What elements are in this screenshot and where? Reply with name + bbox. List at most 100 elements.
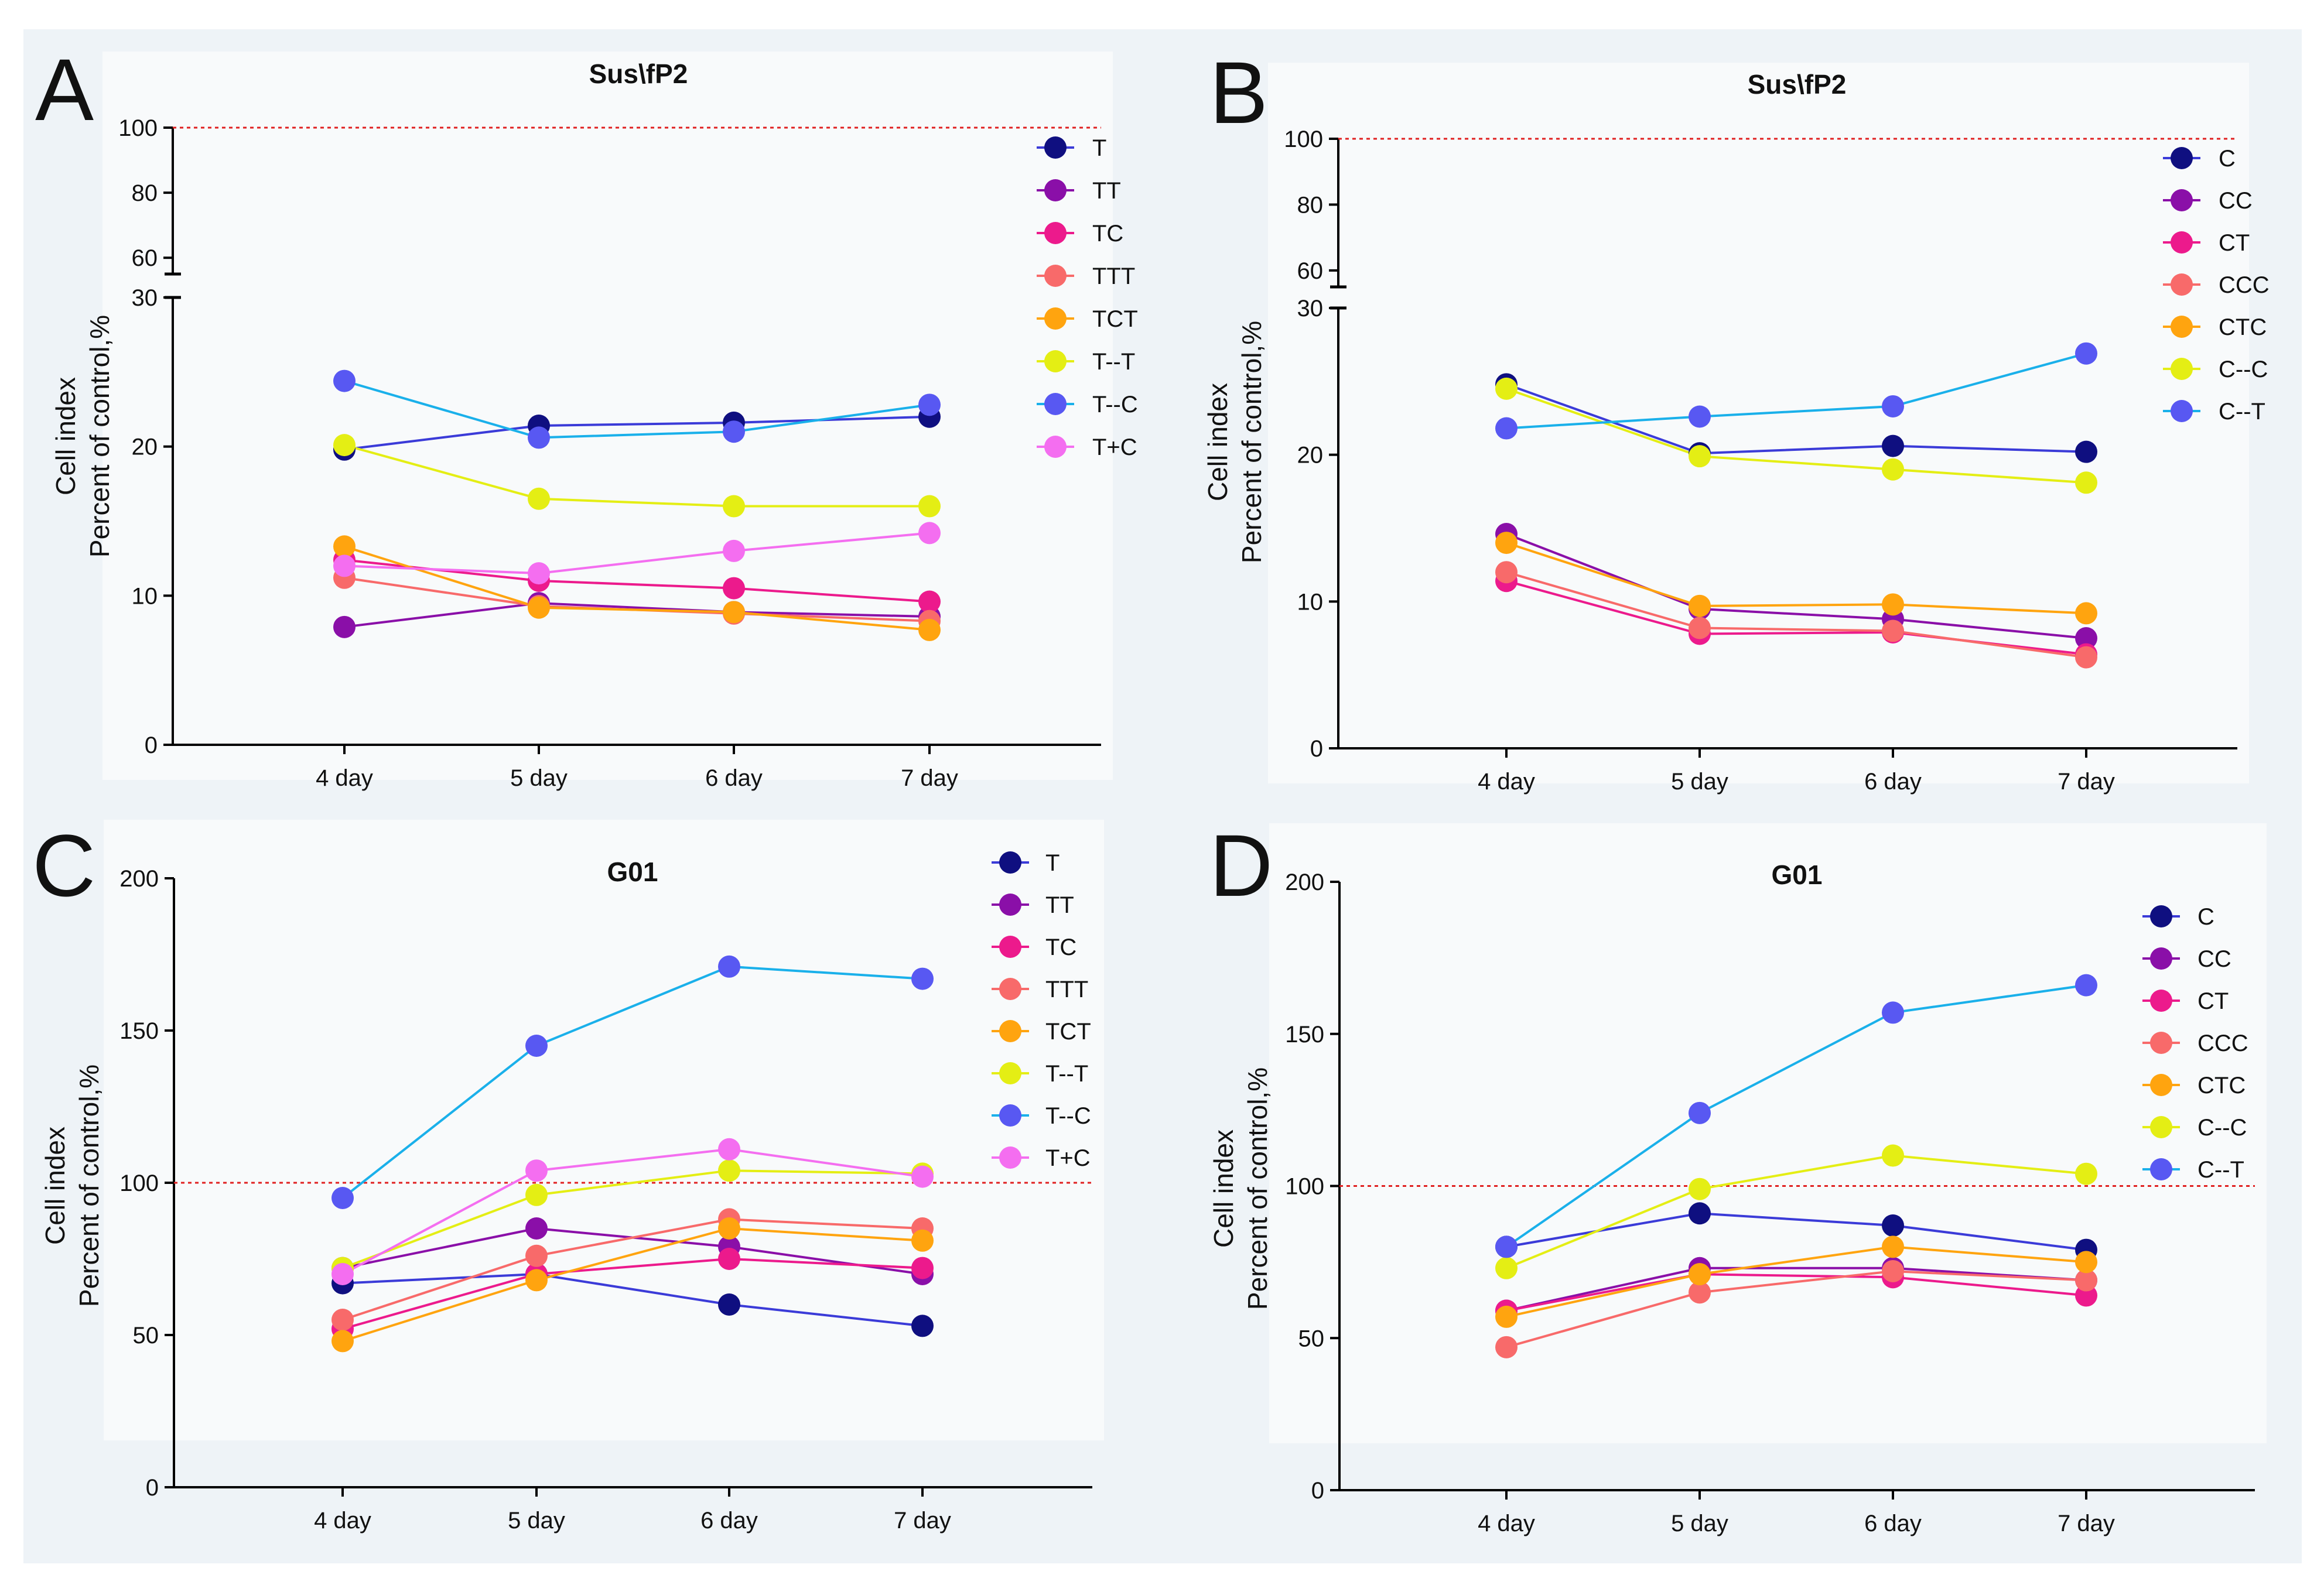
panel-a-legend-marker-tdashdashc xyxy=(1044,393,1067,415)
panel-a-legend-marker-ttt xyxy=(1044,265,1067,287)
panel-d-y-axis-label-line: Cell index xyxy=(1208,1129,1239,1248)
panel-b-point-cdashdasht xyxy=(2075,342,2097,365)
panel-b-plot-background xyxy=(1268,63,2249,783)
panel-a-point-tdashdashc xyxy=(528,426,550,449)
panel-d-point-ccc xyxy=(2075,1269,2097,1292)
panel-a-point-tdashdasht xyxy=(528,487,550,510)
panel-a-y-tick-label: 30 xyxy=(132,285,158,311)
panel-c-legend-label-t: T xyxy=(1045,850,1060,876)
panel-a-y-axis-label-line: Percent of control,% xyxy=(84,315,115,557)
panel-d-y-tick-label: 0 xyxy=(1311,1478,1324,1504)
panel-b-point-c xyxy=(2075,440,2097,463)
panel-c-point-tc xyxy=(911,1257,934,1279)
panel-c-series-line-tc xyxy=(342,1257,923,1330)
panel-b-legend-marker-c xyxy=(2171,147,2193,169)
panel-a-legend-marker-tt xyxy=(1044,179,1067,201)
panel-c-y-tick-label: 0 xyxy=(146,1475,159,1501)
panel-b-legend-label-cdashdashc: C--C xyxy=(2219,357,2268,382)
panel-d-point-ccc xyxy=(1495,1336,1518,1358)
panel-a-legend-marker-t xyxy=(1044,136,1067,159)
panel-c-legend-marker-tc xyxy=(999,936,1021,958)
panel-d-legend-marker-cdashdashc xyxy=(2150,1116,2172,1138)
panel-b-point-ccc xyxy=(1689,617,1711,639)
panel-d-point-cdashdasht xyxy=(1882,1001,1904,1024)
panel-d-plot-background xyxy=(1269,823,2267,1443)
panel-a-point-tc xyxy=(918,590,941,613)
panel-d-series-line-cdashdasht xyxy=(1505,984,2087,1248)
panel-c-legend-label-tt: TT xyxy=(1045,892,1074,918)
panel-c-legend-marker-tplusc xyxy=(999,1146,1021,1169)
panel-d-series-line-c xyxy=(1506,1212,2087,1251)
panel-a-point-tplusc xyxy=(918,522,941,545)
panel-c-y-axis-label-line: Percent of control,% xyxy=(74,1064,104,1307)
panel-d-point-cdashdashc xyxy=(1882,1144,1904,1167)
panel-c-legend-label-tdashdashc: T--C xyxy=(1045,1103,1091,1129)
panel-c-point-tdashdasht xyxy=(525,1183,548,1206)
panel-b-series-line-ccc xyxy=(1506,571,2087,659)
panel-c: C G01 0 50 100 150 200 4 day 5 day 6 day 7 day Cell… xyxy=(32,816,1104,1533)
panel-d-point-cdashdasht xyxy=(2075,974,2097,997)
panel-c-point-ttt xyxy=(331,1309,354,1331)
panel-a: A Sus\fP2 0 10 20 30 60 80 100 4 day 5 day 6 day 7 d… xyxy=(35,40,1138,791)
panel-a-point-tdashdasht xyxy=(723,495,745,518)
panel-c-point-tdashdashc xyxy=(331,1187,354,1209)
panel-d-series-line-ct xyxy=(1506,1273,2087,1312)
panel-d-point-ccc xyxy=(1882,1259,1904,1282)
panel-a-legend-marker-tc xyxy=(1044,222,1067,244)
panel-d-y-tick-label: 200 xyxy=(1285,870,1324,895)
panel-b-legend-label-ct: CT xyxy=(2219,230,2250,256)
panel-b-point-cdashdashc xyxy=(1882,458,1904,481)
panel-c-point-tc xyxy=(718,1248,740,1270)
panel-d-series-line-cc xyxy=(1506,1266,2087,1312)
panel-a-y-tick-label: 10 xyxy=(132,583,158,609)
panel-d-series-line-ctc xyxy=(1506,1245,2087,1318)
panel-b-legend-marker-cc xyxy=(2171,189,2193,211)
panel-d-y-tick-label: 50 xyxy=(1298,1326,1325,1351)
panel-d-point-ctc xyxy=(1495,1305,1518,1328)
panel-c-x-tick-label: 5 day xyxy=(508,1508,565,1533)
panel-b-point-cdashdasht xyxy=(1689,405,1711,428)
panel-b-legend-marker-cdashdasht xyxy=(2171,400,2193,422)
panel-c-letter: C xyxy=(32,816,95,915)
panel-c-legend-marker-ttt xyxy=(999,978,1021,1000)
panel-b-series-line-c xyxy=(1506,383,2087,455)
panel-a-y-tick-label: 60 xyxy=(132,245,158,271)
panel-c-point-tct xyxy=(331,1330,354,1353)
panel-b-point-cc xyxy=(2075,627,2097,649)
panel-d-legend-label-cdashdasht: C--T xyxy=(2197,1157,2244,1183)
panel-b-point-ctc xyxy=(1689,594,1711,617)
panel-c-point-tct xyxy=(911,1229,934,1252)
panel-b-title: Sus\fP2 xyxy=(1748,69,1847,100)
panel-c-point-tdashdashc xyxy=(718,955,740,978)
panel-b-y-axis-label: Cell index Percent of control,% xyxy=(1202,321,1267,563)
panel-b-y-axis-label-line: Cell index xyxy=(1202,383,1233,501)
panel-b-series-line-cc xyxy=(1506,533,2087,639)
panel-a-legend-marker-tplusc xyxy=(1044,436,1067,458)
panel-a-series-line-tplusc xyxy=(344,532,930,575)
panel-c-series-line-tplusc xyxy=(342,1148,923,1275)
panel-b-point-cdashdashc xyxy=(2075,471,2097,494)
panel-c-series-line-t xyxy=(342,1272,923,1327)
panel-a-y-axis-label: Cell index Percent of control,% xyxy=(50,315,115,557)
panel-c-y-axis-label-line: Cell index xyxy=(40,1127,70,1245)
panel-a-x-tick-label: 6 day xyxy=(705,765,763,791)
panel-b-y-tick-label: 30 xyxy=(1297,296,1324,321)
panel-d-point-ctc xyxy=(1689,1263,1711,1286)
panel-a-legend-label-tdashdashc: T--C xyxy=(1092,392,1138,417)
panel-c-legend-label-tdashdasht: T--T xyxy=(1045,1061,1088,1087)
panel-a-legend-label-tct: TCT xyxy=(1092,306,1138,332)
panel-a-y-axis-label-line: Cell index xyxy=(50,377,81,495)
panel-d-legend-label-cdashdashc: C--C xyxy=(2197,1115,2247,1141)
panel-a-point-tdashdasht xyxy=(333,434,356,457)
panel-c-y-tick-label: 100 xyxy=(119,1170,159,1196)
panel-a-series-line-tct xyxy=(344,545,930,631)
panel-b-legend-label-ccc: CCC xyxy=(2219,272,2270,298)
panel-b-point-ctc xyxy=(1495,532,1518,554)
panel-b-x-tick-label: 7 day xyxy=(2058,769,2115,795)
panel-c-point-ttt xyxy=(525,1244,548,1267)
panel-d-point-ccc xyxy=(1689,1281,1711,1304)
panel-c-series-line-tct xyxy=(342,1227,923,1343)
panel-c-x-tick-label: 7 day xyxy=(894,1508,951,1533)
panel-c-point-tplusc xyxy=(911,1165,934,1188)
panel-d-legend-label-ccc: CCC xyxy=(2197,1031,2248,1056)
